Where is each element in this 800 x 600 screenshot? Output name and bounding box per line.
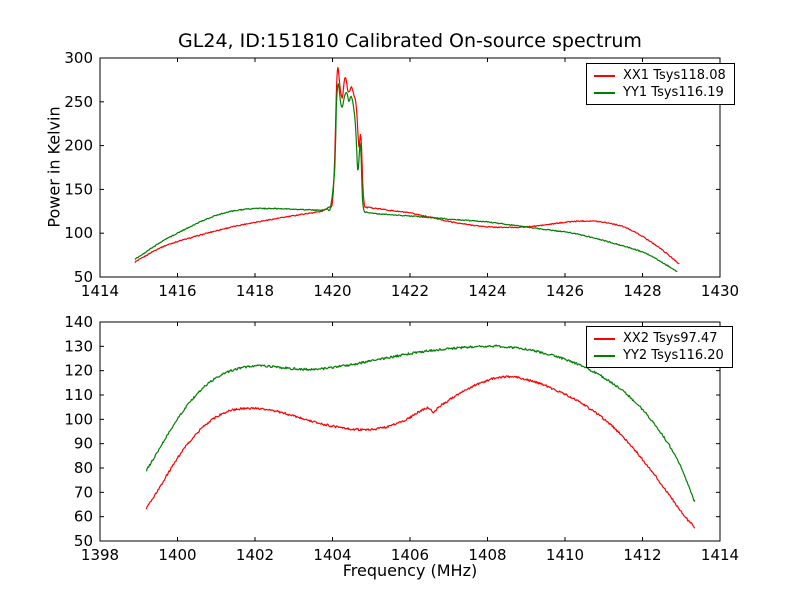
legend-item: XX2 Tsys97.47: [594, 330, 724, 347]
svg-text:90: 90: [74, 435, 93, 453]
top-chart-legend: XX1 Tsys118.08 YY1 Tsys116.19: [586, 63, 735, 105]
svg-text:1406: 1406: [391, 546, 429, 564]
svg-text:140: 140: [64, 313, 93, 331]
svg-text:110: 110: [64, 386, 93, 404]
legend-label: XX2 Tsys97.47: [623, 331, 718, 346]
legend-label: YY1 Tsys116.19: [623, 85, 724, 100]
svg-text:250: 250: [64, 93, 93, 111]
legend-line-sample: [594, 74, 615, 77]
svg-text:70: 70: [74, 483, 93, 501]
svg-text:1412: 1412: [623, 546, 661, 564]
svg-text:1404: 1404: [313, 546, 351, 564]
svg-text:1428: 1428: [623, 282, 661, 300]
legend-line-sample: [594, 354, 615, 357]
svg-text:80: 80: [74, 459, 93, 477]
legend-line-sample: [594, 337, 615, 340]
svg-text:1416: 1416: [158, 282, 196, 300]
svg-text:1402: 1402: [236, 546, 274, 564]
svg-text:1408: 1408: [468, 546, 506, 564]
bottom-chart-xlabel: Frequency (MHz): [342, 561, 478, 580]
svg-text:1424: 1424: [468, 282, 506, 300]
legend-label: XX1 Tsys118.08: [623, 68, 726, 83]
svg-text:200: 200: [64, 137, 93, 155]
svg-text:100: 100: [64, 410, 93, 428]
svg-text:100: 100: [64, 224, 93, 242]
svg-text:50: 50: [74, 532, 93, 550]
svg-text:1426: 1426: [546, 282, 584, 300]
svg-text:1422: 1422: [391, 282, 429, 300]
svg-text:60: 60: [74, 508, 93, 526]
svg-text:1414: 1414: [701, 546, 739, 564]
figure-title: GL24, ID:151810 Calibrated On-source spe…: [178, 30, 642, 52]
legend-label: YY2 Tsys116.20: [623, 348, 724, 363]
legend-line-sample: [594, 91, 615, 94]
svg-text:120: 120: [64, 362, 93, 380]
legend-item: YY1 Tsys116.19: [594, 84, 726, 101]
top-chart-ylabel: Power in Kelvin: [44, 106, 64, 228]
bottom-chart-legend: XX2 Tsys97.47 YY2 Tsys116.20: [586, 326, 733, 368]
legend-item: YY2 Tsys116.20: [594, 347, 724, 364]
svg-text:1410: 1410: [546, 546, 584, 564]
svg-text:300: 300: [64, 49, 93, 67]
legend-item: XX1 Tsys118.08: [594, 67, 726, 84]
svg-text:1400: 1400: [158, 546, 196, 564]
svg-text:1414: 1414: [81, 282, 119, 300]
svg-text:1430: 1430: [701, 282, 739, 300]
svg-text:50: 50: [74, 268, 93, 286]
svg-text:150: 150: [64, 180, 93, 198]
svg-text:1418: 1418: [236, 282, 274, 300]
svg-text:1398: 1398: [81, 546, 119, 564]
svg-text:1420: 1420: [313, 282, 351, 300]
svg-text:130: 130: [64, 337, 93, 355]
